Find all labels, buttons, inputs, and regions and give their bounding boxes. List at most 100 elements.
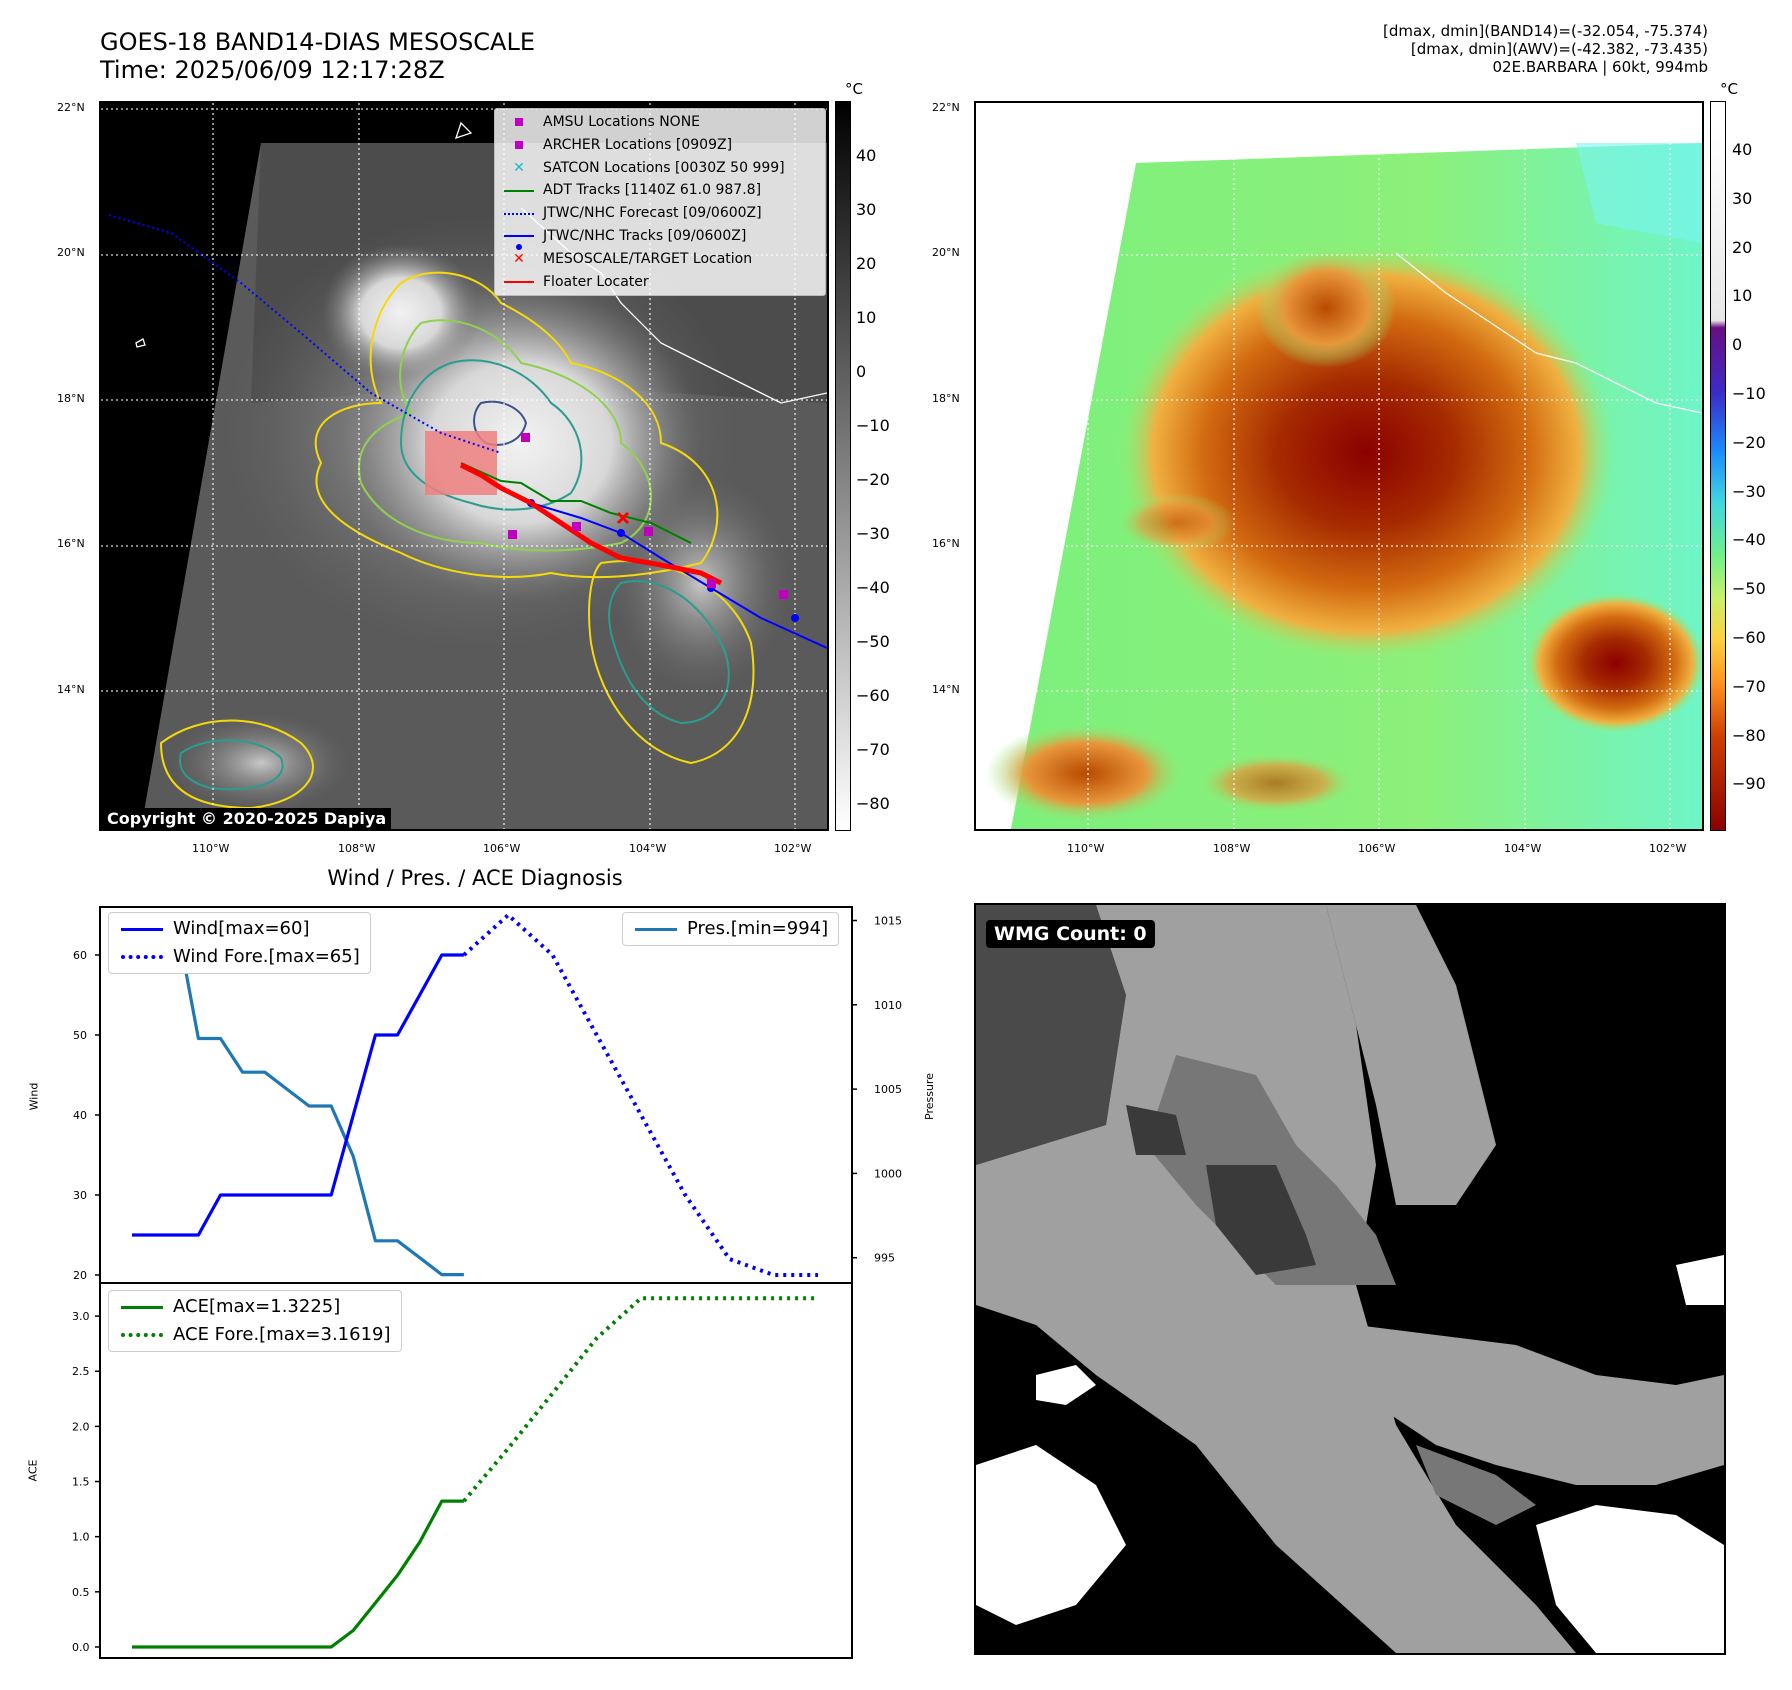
lat-tick: 20°N [57, 246, 85, 259]
colorbar-left-tick: 20 [856, 254, 877, 273]
target-marker [616, 511, 630, 525]
ace-forecast-series-line [462, 1296, 818, 1503]
floater-track [459, 462, 723, 586]
lat-tick: 16°N [932, 537, 960, 550]
colorbar-left-tick: 40 [856, 146, 877, 165]
legend-item-floater: Floater Locater [501, 271, 817, 294]
colorbar-right-tick: 40 [1732, 140, 1753, 159]
colorbar-right-tick: 30 [1732, 188, 1753, 208]
lat-tick: 14°N [57, 683, 85, 696]
lat-tick: 20°N [932, 246, 960, 259]
pressure-tick-label: 995 [874, 1252, 895, 1265]
colorbar-left-unit: °C [845, 80, 863, 98]
wind-tick-label: 30 [73, 1189, 87, 1202]
legend-item-forecast: JTWC/NHC Forecast [09/0600Z] [501, 202, 817, 225]
chart-title: Wind / Pres. / ACE Diagnosis [327, 866, 623, 890]
colorbar-left-tick: −60 [856, 686, 890, 705]
colorbar-right-unit: °C [1720, 80, 1738, 98]
copyright-label: Copyright © 2020-2025 Dapiya [102, 808, 392, 829]
archer-markers [508, 433, 788, 599]
ace-axis-label: ACE [26, 1459, 40, 1482]
pressure-axis-label: Pressure [922, 1073, 936, 1120]
colorbar-right-tick: −70 [1732, 676, 1766, 696]
forecast-track [108, 214, 502, 454]
pressure-tick-label: 1000 [874, 1167, 902, 1180]
colorbar-left-tick: −10 [856, 416, 890, 435]
colorbar-right-tick: −40 [1732, 530, 1766, 550]
colorbar-left-tick: −30 [856, 524, 890, 543]
info-line-2: [dmax, dmin](AWV)=(-42.382, -73.435) [1410, 40, 1708, 58]
colorbar-left-tick: 0 [856, 362, 867, 381]
colorbar-right-tick: −30 [1732, 481, 1766, 501]
ace-series-line [132, 1499, 464, 1649]
legend-square-icon [501, 141, 537, 150]
legend-x-icon: ✕ [513, 159, 525, 176]
wind-tick-label: 40 [73, 1109, 87, 1122]
wind-forecast-series-line [462, 913, 818, 1277]
colorbar-left [835, 101, 851, 831]
colorbar-right-tick: 10 [1732, 286, 1753, 306]
legend-x-icon: ✕ [513, 250, 525, 267]
colorbar-right-tick: −60 [1732, 628, 1766, 647]
lon-tick: 108°W [338, 842, 376, 855]
lon-tick: 104°W [1504, 842, 1542, 855]
colorbar-left-tick: −20 [856, 470, 890, 489]
lon-tick: 106°W [483, 842, 521, 855]
colorbar-right-tick: −90 [1732, 774, 1766, 794]
lon-tick: 102°W [1649, 842, 1687, 855]
legend-line-icon [631, 927, 681, 931]
page-title: GOES-18 BAND14-DIAS MESOSCALE Time: 2025… [100, 28, 535, 84]
colorbar-right [1710, 101, 1726, 831]
legend-item-amsu: AMSU Locations NONE [501, 111, 817, 134]
ace-tick-label: 2.0 [72, 1420, 90, 1433]
pressure-legend: Pres.[min=994] [622, 912, 840, 946]
colorbar-left-tick: 10 [856, 308, 877, 327]
title-line-1: GOES-18 BAND14-DIAS MESOSCALE [100, 28, 536, 56]
info-line-3: 02E.BARBARA | 60kt, 994mb [1492, 58, 1708, 76]
map-legend: AMSU Locations NONE ARCHER Locations [09… [494, 108, 826, 297]
ace-tick-label: 1.0 [72, 1531, 90, 1544]
legend-item-satcon: ✕ SATCON Locations [0030Z 50 999] [501, 157, 817, 180]
legend-line-icon [117, 927, 167, 931]
ace-tick-label: 3.0 [72, 1310, 90, 1323]
colorbar-left-tick: −40 [856, 578, 890, 597]
ir-map-panel: AMSU Locations NONE ARCHER Locations [09… [99, 101, 829, 831]
info-line-1: [dmax, dmin](BAND14)=(-32.054, -75.374) [1383, 22, 1708, 40]
adt-track [460, 462, 692, 544]
pressure-tick-label: 1010 [874, 999, 902, 1012]
lat-tick: 16°N [57, 537, 85, 550]
lon-tick: 106°W [1358, 842, 1396, 855]
title-line-2: Time: 2025/06/09 12:17:28Z [100, 56, 445, 84]
lat-tick: 22°N [57, 101, 85, 114]
wind-tick-label: 60 [73, 949, 87, 962]
lon-tick: 110°W [192, 842, 230, 855]
legend-item-tracks: JTWC/NHC Tracks [09/0600Z] [501, 225, 817, 251]
legend-line-icon [501, 189, 537, 192]
colorbar-left-tick: 30 [856, 200, 877, 219]
legend-line-dot-icon [501, 235, 537, 251]
legend-item-adt: ADT Tracks [1140Z 61.0 987.8] [501, 179, 817, 202]
ace-tick-label: 0.5 [72, 1586, 90, 1599]
colorbar-right-tick: 0 [1732, 335, 1743, 355]
lat-tick: 22°N [932, 101, 960, 114]
nhc-track [530, 502, 827, 649]
legend-line-icon [501, 280, 537, 283]
legend-dotted-line-icon [501, 212, 537, 215]
colorbar-right-tick: −10 [1732, 384, 1766, 403]
wind-legend: Wind[max=60] Wind Fore.[max=65] [108, 912, 371, 974]
awv-map-image [976, 103, 1702, 829]
legend-item-target: ✕ MESOSCALE/TARGET Location [501, 248, 817, 271]
legend-item-archer: ARCHER Locations [0909Z] [501, 134, 817, 157]
wmg-panel [974, 903, 1726, 1655]
colorbar-right-tick: −20 [1732, 432, 1766, 452]
wind-tick-label: 20 [73, 1269, 87, 1282]
lat-tick: 14°N [932, 683, 960, 696]
wind-axis-label: Wind [27, 1082, 41, 1111]
lat-tick: 18°N [932, 392, 960, 405]
lon-tick: 102°W [774, 842, 812, 855]
lon-tick: 104°W [629, 842, 667, 855]
legend-square-icon [501, 118, 537, 127]
lat-tick: 18°N [57, 392, 85, 405]
wind-series-line [132, 953, 464, 1237]
wind-tick-label: 50 [73, 1029, 87, 1042]
